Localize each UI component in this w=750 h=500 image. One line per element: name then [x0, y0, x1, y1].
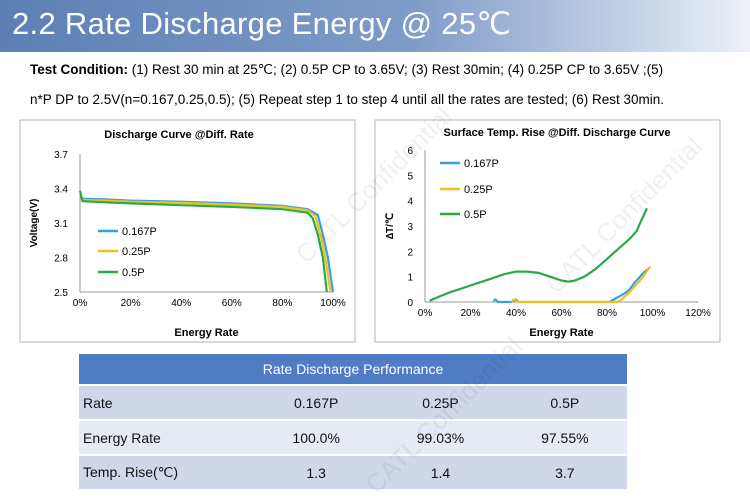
table-cell: 1.3 — [254, 454, 379, 489]
legend-label: 0.5P — [122, 267, 145, 279]
y-tick-label: 3.4 — [54, 185, 68, 196]
slide-title-bar: 2.2 Rate Discharge Energy @ 25℃ — [0, 0, 750, 52]
y-tick-label: 2.8 — [54, 254, 68, 265]
table-row: Rate 0.167P 0.25P 0.5P — [79, 384, 627, 420]
y-tick-label: 3 — [407, 222, 413, 233]
x-tick-label: 0% — [73, 298, 88, 309]
legend-label: 0.25P — [122, 246, 151, 258]
y-axis-label: ∆T/℃ — [385, 213, 396, 239]
chart-title: Surface Temp. Rise @Diff. Discharge Curv… — [444, 127, 671, 139]
table-row-label: Temp. Rise(℃) — [79, 454, 254, 489]
y-tick-label: 3.1 — [54, 219, 68, 230]
legend-label: 0.5P — [464, 209, 487, 221]
discharge-chart: Discharge Curve @Diff. Rate 0% 20% 40% 60% 80… — [19, 119, 356, 343]
y-tick-label: 4 — [407, 197, 413, 208]
x-tick-label: 60% — [222, 298, 242, 309]
y-tick-label: 0 — [407, 298, 413, 309]
y-tick-label: 5 — [407, 171, 413, 182]
table-cell: 99.03% — [378, 419, 503, 455]
x-tick-label: 40% — [171, 298, 191, 309]
table-cell: 100.0% — [254, 419, 379, 455]
x-tick-label: 40% — [506, 308, 526, 319]
slide-title: 2.2 Rate Discharge Energy @ 25℃ — [12, 6, 512, 41]
test-condition-label: Test Condition: — [30, 62, 128, 77]
table-row-label: Energy Rate — [79, 419, 254, 455]
chart-frame — [19, 119, 356, 343]
series-line-0_25P — [510, 265, 652, 304]
table-cell: 0.25P — [378, 384, 503, 420]
y-tick-label: 3.7 — [54, 150, 68, 161]
chart-title: Discharge Curve @Diff. Rate — [104, 129, 254, 141]
y-tick-label: 6 — [407, 146, 413, 157]
x-axis-label: Energy Rate — [174, 327, 238, 339]
y-tick-label: 2 — [407, 247, 413, 258]
x-axis-label: Energy Rate — [529, 327, 593, 339]
y-tick-label: 1 — [407, 273, 413, 284]
temp-rise-chart: Surface Temp. Rise @Diff. Discharge Curv… — [374, 119, 721, 343]
series-line-0_25P — [79, 197, 332, 293]
x-tick-label: 100% — [640, 308, 666, 319]
series-line-0_5P — [78, 190, 328, 293]
test-condition-text-2: n*P DP to 2.5V(n=0.167,0.25,0.5); (5) Re… — [30, 92, 664, 107]
chart-frame — [374, 119, 721, 343]
test-condition-text-1: (1) Rest 30 min at 25℃; (2) 0.5P CP to 3… — [131, 62, 664, 77]
series-line-0_167P — [492, 268, 649, 304]
table-row: Energy Rate 100.0% 99.03% 97.55% — [79, 419, 627, 455]
x-tick-label: 80% — [597, 308, 617, 319]
y-tick-label: 2.5 — [54, 288, 68, 299]
table-cell: 0.5P — [502, 384, 627, 420]
x-tick-label: 80% — [272, 298, 292, 309]
performance-table: Rate Discharge Performance Rate 0.167P 0… — [79, 354, 627, 489]
x-tick-label: 20% — [460, 308, 480, 319]
table-cell: 97.55% — [502, 419, 627, 455]
legend-label: 0.167P — [122, 226, 157, 238]
y-axis-label: Voltage(V) — [29, 199, 40, 248]
x-tick-label: 60% — [551, 308, 571, 319]
legend-label: 0.25P — [464, 184, 493, 196]
table-row: Temp. Rise(℃) 1.3 1.4 3.7 — [79, 454, 627, 489]
series-line-0_5P — [429, 207, 648, 302]
table-cell: 3.7 — [502, 454, 627, 489]
table-row-label: Rate — [79, 384, 254, 420]
table-cell: 0.167P — [254, 384, 379, 420]
test-condition-line-1: Test Condition: (1) Rest 30 min at 25℃; … — [30, 62, 750, 78]
x-tick-label: 0% — [418, 308, 433, 319]
series-line-0_167P — [79, 196, 335, 293]
legend-label: 0.167P — [464, 158, 499, 170]
performance-table-title: Rate Discharge Performance — [79, 354, 627, 385]
x-tick-label: 20% — [121, 298, 141, 309]
test-condition-line-2: n*P DP to 2.5V(n=0.167,0.25,0.5); (5) Re… — [30, 92, 750, 107]
x-tick-label: 120% — [685, 308, 711, 319]
x-tick-label: 100% — [320, 298, 346, 309]
